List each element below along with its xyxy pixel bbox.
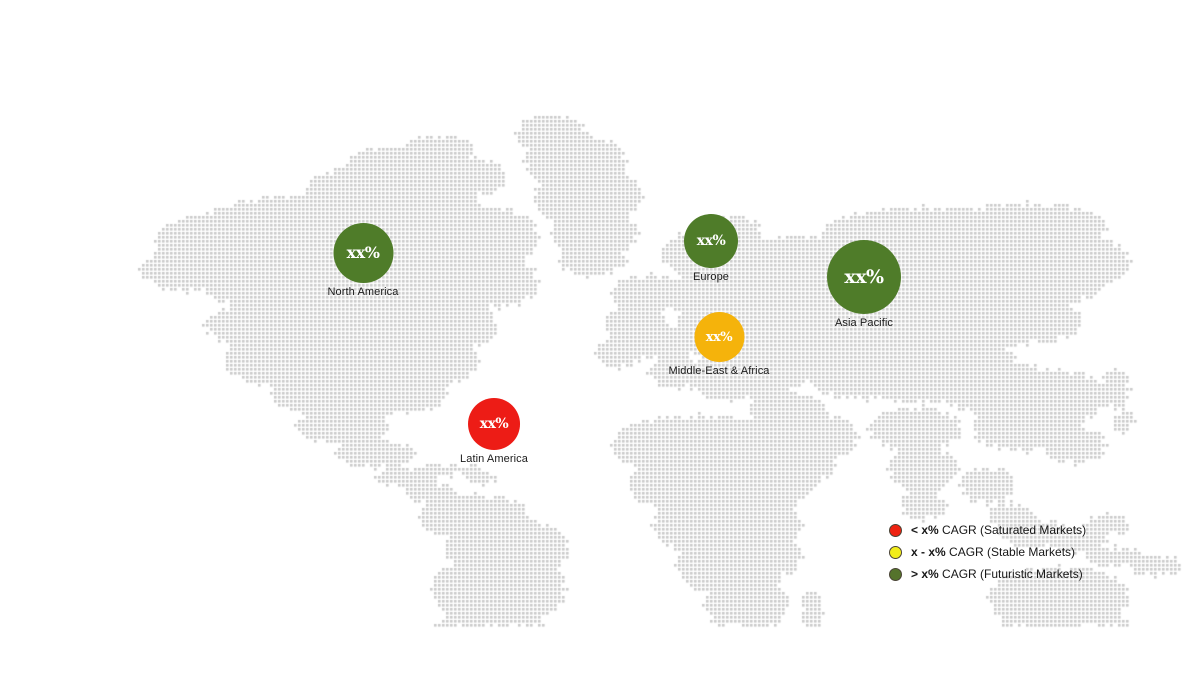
bubble-circle-north-america[interactable]: xx%	[333, 223, 393, 283]
region-bubble-middle-east-africa[interactable]: xx% Middle-East & Africa	[668, 312, 769, 377]
legend-futuristic-dot-icon	[889, 567, 902, 581]
bubble-circle-middle-east-africa[interactable]: xx%	[693, 312, 744, 362]
region-bubble-europe[interactable]: xx% Europe	[684, 214, 738, 283]
region-bubble-latin-america[interactable]: xx% Latin America	[460, 398, 528, 465]
bubble-circle-europe[interactable]: xx%	[684, 214, 738, 268]
bubble-circle-asia-pacific[interactable]: xx%	[827, 240, 901, 314]
legend-saturated-dot-icon	[889, 523, 902, 537]
bubble-value-europe: xx%	[696, 233, 726, 249]
legend-saturated[interactable]: < x% CAGR (Saturated Markets)	[889, 519, 1086, 541]
bubble-value-middle-east-africa: xx%	[705, 329, 733, 345]
legend-stable-dot-icon	[889, 545, 902, 559]
bubble-value-asia-pacific: xx%	[844, 265, 884, 288]
region-bubble-asia-pacific[interactable]: xx% Asia Pacific	[827, 240, 901, 329]
bubble-label-north-america: North America	[327, 286, 399, 298]
legend-stable-range: x - x%	[911, 544, 946, 559]
legend-saturated-range: < x%	[911, 522, 939, 537]
legend-stable[interactable]: x - x% CAGR (Stable Markets)	[889, 541, 1086, 563]
bubble-label-europe: Europe	[692, 271, 730, 283]
legend-futuristic[interactable]: > x% CAGR (Futuristic Markets)	[889, 563, 1086, 585]
bubble-label-latin-america: Latin America	[460, 453, 528, 465]
bubble-label-middle-east-africa: Middle-East & Africa	[668, 365, 770, 377]
bubble-value-north-america: xx%	[346, 243, 380, 262]
bubble-circle-latin-america[interactable]: xx%	[467, 398, 520, 450]
bubble-label-asia-pacific: Asia Pacific	[834, 317, 894, 329]
legend-futuristic-range: > x%	[911, 566, 939, 581]
region-bubble-north-america[interactable]: xx% North America	[328, 223, 399, 298]
legend-stable-description: CAGR (Stable Markets)	[945, 544, 1076, 559]
legend-saturated-description: CAGR (Saturated Markets)	[938, 522, 1087, 537]
legend-saturated-text: < x% CAGR (Saturated Markets)	[911, 522, 1087, 537]
legend-stable-text: x - x% CAGR (Stable Markets)	[911, 544, 1076, 559]
bubble-value-latin-america: xx%	[479, 416, 509, 432]
legend-futuristic-description: CAGR (Futuristic Markets)	[938, 566, 1083, 581]
legend-futuristic-text: > x% CAGR (Futuristic Markets)	[911, 566, 1083, 581]
map-legend: < x% CAGR (Saturated Markets) x - x% CAGR…	[889, 519, 1086, 585]
